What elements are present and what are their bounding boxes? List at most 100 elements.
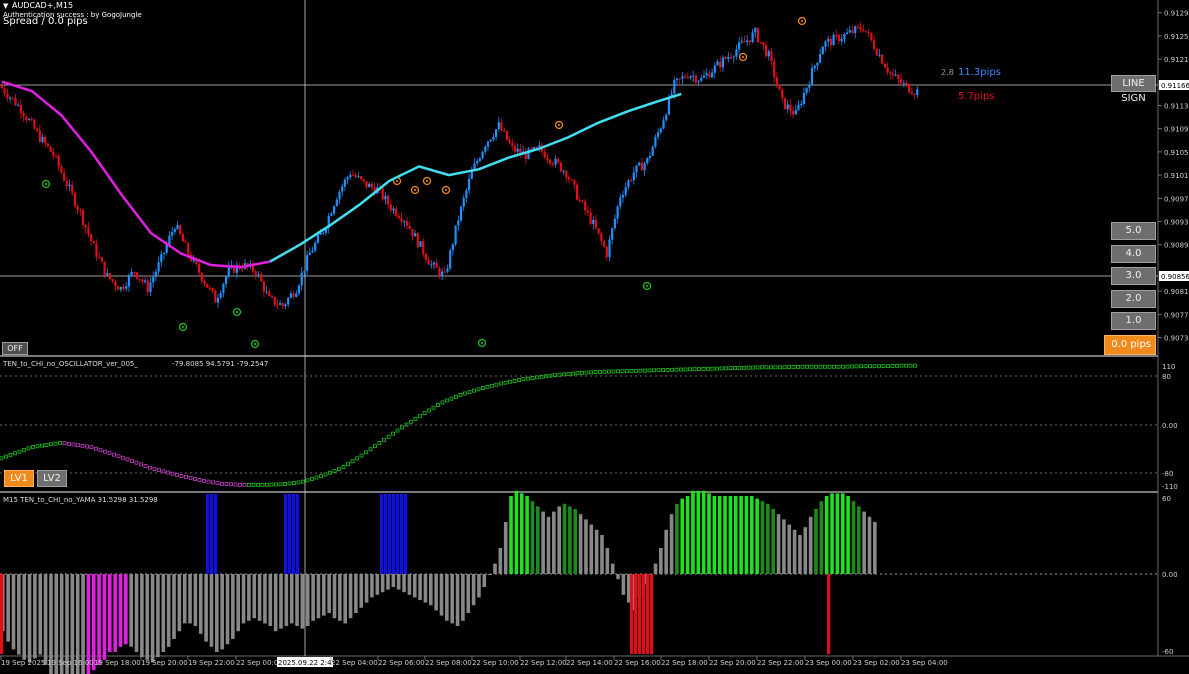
yama-bar xyxy=(359,574,364,608)
yama-bar xyxy=(348,574,353,619)
oscillator-point xyxy=(454,394,458,399)
candle-body xyxy=(216,297,220,303)
candle-body xyxy=(154,271,157,278)
yama-bar xyxy=(257,574,262,621)
candle-body xyxy=(900,78,903,84)
lv1-button[interactable]: LV1 xyxy=(4,470,34,487)
candle-body xyxy=(208,287,211,289)
yama-bar xyxy=(236,574,240,632)
yama-pane[interactable]: M15 TEN_to_CHI_no_YAMA 31.5298 31.5298 6… xyxy=(0,490,1178,674)
yama-bar xyxy=(311,574,315,621)
oscillator-point xyxy=(463,391,467,396)
candle-body xyxy=(125,286,128,289)
oscillator-point xyxy=(359,453,364,458)
yama-bar xyxy=(509,496,513,574)
candle-body xyxy=(6,93,9,99)
candle-body xyxy=(349,174,352,178)
oscillator-point xyxy=(161,469,166,474)
candle-body xyxy=(324,227,328,233)
candle-body xyxy=(535,146,538,148)
candle-body xyxy=(3,88,6,94)
level-4-button[interactable]: 4.0 xyxy=(1111,245,1156,263)
candle-body xyxy=(589,212,592,224)
candle-body xyxy=(279,303,282,305)
oscillator-point xyxy=(886,364,890,368)
candles-layer xyxy=(0,21,919,310)
line-price-tag xyxy=(1159,271,1189,281)
oscillator-point xyxy=(656,368,661,373)
time-tick-label: 19 Sep 18:00 xyxy=(94,659,141,667)
candle-body xyxy=(665,114,668,121)
oscillator-point xyxy=(143,464,148,468)
level-5-button[interactable]: 5.0 xyxy=(1111,222,1156,240)
candle-body xyxy=(27,119,31,121)
signal-dot xyxy=(801,20,803,22)
yama-bar xyxy=(530,501,535,574)
yama-bar xyxy=(824,496,829,574)
yama-bar xyxy=(840,493,845,574)
oscillator-pane[interactable]: TEN_to_CHI_no_OSCILLATOR_ver_005_ -79.80… xyxy=(0,360,1178,491)
candle-body xyxy=(106,273,109,276)
candle-body xyxy=(287,297,290,305)
oscillator-point xyxy=(337,467,341,472)
oscillator-series xyxy=(0,363,917,487)
off-button[interactable]: OFF xyxy=(2,342,28,355)
time-tick-label: 22 Sep 06:00 xyxy=(378,659,425,667)
candle-body xyxy=(621,194,625,198)
candle-body xyxy=(330,213,333,216)
oscillator-point xyxy=(395,428,400,433)
oscillator-point xyxy=(688,367,692,372)
line-sign-button[interactable]: LINE SIGN xyxy=(1111,75,1156,104)
level-2-button[interactable]: 2.0 xyxy=(1111,290,1156,308)
oscillator-point xyxy=(139,462,143,467)
candle-body xyxy=(300,272,303,286)
oscillator-point xyxy=(499,381,503,386)
oscillator-point xyxy=(53,441,58,446)
candle-body xyxy=(519,148,522,154)
current-price-tag xyxy=(1159,80,1189,90)
level-1-button[interactable]: 1.0 xyxy=(1111,312,1156,330)
orange-pips-button[interactable]: 0.0 pips xyxy=(1104,335,1156,355)
symbol-title: AUDCAD+,M15 xyxy=(12,1,73,10)
candle-body xyxy=(578,199,581,201)
signal-circle xyxy=(232,307,242,317)
candle-body xyxy=(57,155,60,167)
oscillator-point xyxy=(526,376,530,381)
oscillator-point xyxy=(319,474,323,479)
level-3-button[interactable]: 3.0 xyxy=(1111,267,1156,285)
candle-body xyxy=(468,178,471,191)
candle-body xyxy=(643,163,646,171)
oscillator-point xyxy=(629,369,634,373)
oscillator-point xyxy=(611,369,616,374)
main-chart-pane[interactable]: 0.912950.912550.912150.911750.911350.910… xyxy=(0,0,1189,657)
candle-body xyxy=(675,78,679,81)
candle-body xyxy=(424,253,427,260)
oscillator-point xyxy=(206,479,211,484)
oscillator-point xyxy=(386,434,391,439)
oscillator-point xyxy=(125,457,130,462)
yama-bar xyxy=(204,574,208,642)
candle-body xyxy=(252,263,255,272)
candle-body xyxy=(897,74,900,79)
candle-body xyxy=(157,262,160,272)
candle-body xyxy=(808,84,811,88)
oscillator-point xyxy=(634,368,638,373)
lv2-button[interactable]: LV2 xyxy=(37,470,67,487)
oscillator-point xyxy=(71,442,76,447)
oscillator-point xyxy=(769,365,773,370)
candle-body xyxy=(721,57,724,68)
oscillator-point xyxy=(512,378,517,383)
yama-bar xyxy=(418,574,422,600)
candle-body xyxy=(52,151,55,156)
ma-line-cyan xyxy=(269,92,682,263)
yama-bar xyxy=(760,501,765,574)
yama-bar xyxy=(691,490,695,574)
yama-bar xyxy=(519,493,524,574)
oscillator-point xyxy=(683,367,688,372)
candle-body xyxy=(805,87,808,93)
time-tick-label: 19 Sep 20:00 xyxy=(141,659,188,667)
yama-bar xyxy=(273,574,278,632)
candle-body xyxy=(538,145,541,148)
candle-body xyxy=(389,204,392,211)
yama-spike-bar xyxy=(388,494,392,574)
